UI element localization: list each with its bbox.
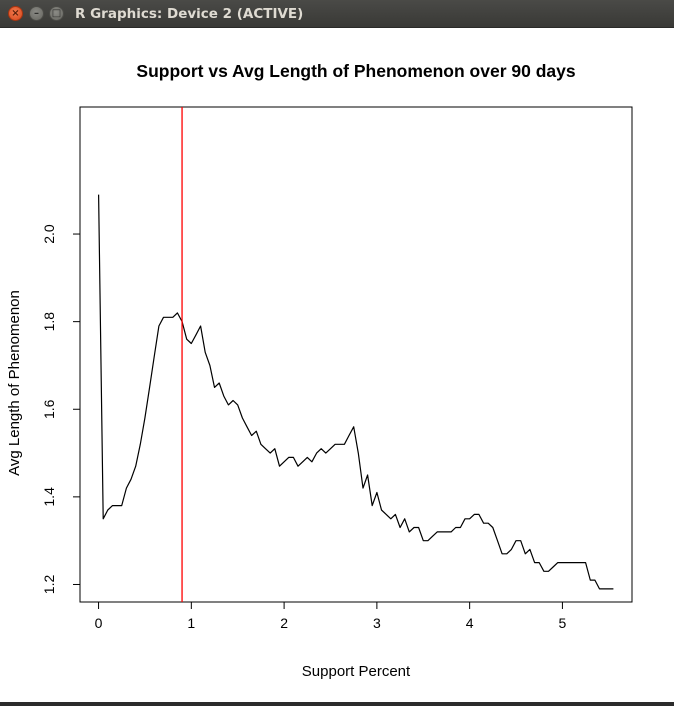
x-axis: 0 1 2 3 4 5	[95, 601, 567, 631]
minimize-icon: –	[34, 7, 39, 19]
x-tick-label: 1	[187, 615, 195, 631]
close-window-button[interactable]: ×	[8, 6, 23, 21]
window-titlebar[interactable]: × – □ R Graphics: Device 2 (ACTIVE)	[0, 0, 674, 28]
window-title: R Graphics: Device 2 (ACTIVE)	[75, 6, 304, 22]
maximize-icon: □	[51, 7, 62, 19]
y-tick-label: 2.0	[41, 224, 57, 244]
y-tick-label: 1.6	[41, 399, 57, 419]
chart-title: Support vs Avg Length of Phenomenon over…	[136, 61, 575, 81]
x-tick-label: 4	[466, 615, 474, 631]
plot-canvas: Support vs Avg Length of Phenomenon over…	[0, 28, 674, 702]
plot-box	[79, 106, 633, 603]
y-tick-label: 1.8	[41, 312, 57, 332]
y-tick-label: 1.4	[41, 487, 57, 507]
y-axis-label: Avg Length of Phenomenon	[6, 290, 23, 476]
close-icon: ×	[11, 7, 20, 19]
y-tick-label: 1.2	[41, 575, 57, 595]
series-layer	[98, 107, 614, 602]
x-tick-label: 0	[95, 615, 103, 631]
x-tick-label: 3	[373, 615, 381, 631]
line-chart: Support vs Avg Length of Phenomenon over…	[6, 61, 633, 680]
maximize-window-button[interactable]: □	[49, 6, 64, 21]
x-tick-label: 5	[559, 615, 567, 631]
x-tick-label: 2	[280, 615, 288, 631]
x-axis-label: Support Percent	[302, 663, 411, 680]
minimize-window-button[interactable]: –	[29, 6, 44, 21]
series-line	[98, 194, 614, 590]
y-axis: 1.2 1.4 1.6 1.8 2.0	[41, 224, 81, 595]
